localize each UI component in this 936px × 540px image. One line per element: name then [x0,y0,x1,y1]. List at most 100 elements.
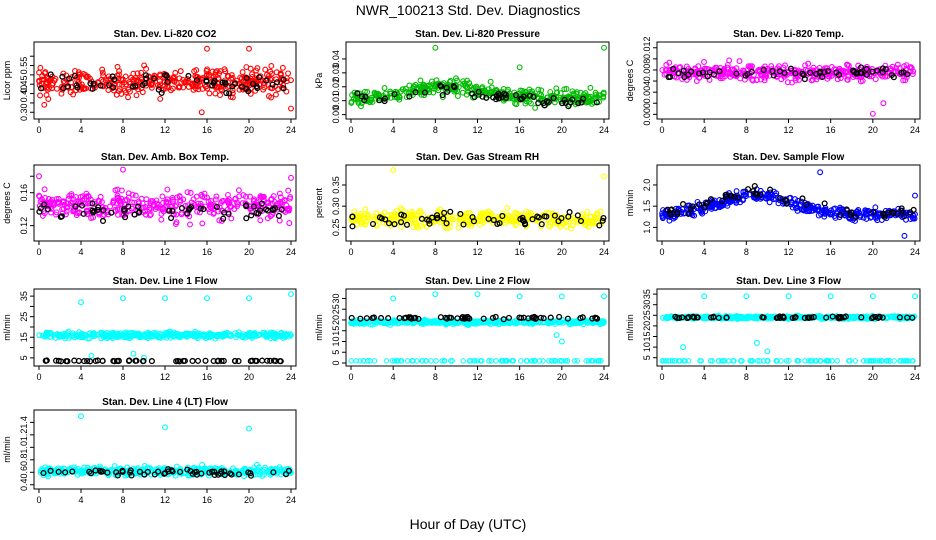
data-point [39,73,46,80]
data-point [659,67,666,73]
hourly-point [757,191,764,198]
hourly-point [354,90,361,97]
data-point [83,193,90,200]
data-point [477,210,484,217]
data-point [115,211,121,218]
hourly-point [155,86,162,93]
data-point [72,194,79,200]
data-point [460,78,467,85]
data-point [368,94,375,101]
hourly-point [459,314,466,321]
hourly-point [189,357,196,365]
x-tick-label: 8 [433,372,438,382]
hourly-point [239,83,246,90]
panel-title: Stan. Dev. Li-820 CO2 [114,29,217,40]
hourly-point [148,358,155,365]
data-point [260,77,267,84]
hourly-point [704,73,711,80]
data-point [225,198,232,205]
data-points [348,291,607,364]
hourly-point [250,203,258,210]
y-tick-label: 0 [331,360,341,365]
data-point [559,319,566,326]
data-point [767,194,774,201]
data-point [201,190,208,197]
panel-title: Stan. Dev. Line 1 Flow [113,276,218,287]
data-point [805,60,812,67]
x-tick-label: 16 [515,372,525,382]
data-point [45,85,52,92]
data-point [525,318,531,325]
hourly-point [125,357,132,365]
data-point [53,85,60,92]
data-point [80,70,87,77]
outlier-point [680,344,687,351]
data-point [51,199,58,206]
data-point [279,64,286,71]
data-point [105,73,112,80]
data-point [815,212,822,219]
hourly-point [447,208,454,215]
hourly-point [220,357,227,364]
data-point [107,203,114,210]
y-tick-label: 35 [19,291,29,301]
x-tick-label: 8 [744,125,749,135]
hourly-point [425,217,433,224]
data-point [717,71,724,78]
x-tick-label: 20 [868,125,878,135]
data-point [123,81,130,88]
data-point [493,358,499,364]
hourly-point [91,208,98,215]
hourly-point [837,211,844,219]
data-point [43,329,50,336]
x-tick-label: 4 [391,247,396,257]
data-point [868,214,875,220]
data-point [789,79,795,86]
x-tick-label: 20 [557,125,567,135]
x-tick-label: 16 [515,247,525,257]
data-point [225,196,232,203]
hourly-point [699,69,707,76]
data-point [748,66,754,73]
data-point [228,72,235,79]
data-point [257,217,264,224]
hourly-point [518,314,525,321]
hourly-point [94,357,101,364]
data-point [720,70,727,77]
y-tick-label: 20 [331,315,341,325]
y-tick-label: 0.012 [642,37,652,60]
hourly-point [670,65,677,73]
x-tick-label: 20 [557,372,567,382]
hourly-point [349,213,356,220]
data-point [141,331,148,338]
data-point [66,193,73,199]
hourly-point [75,357,82,364]
data-point [583,222,590,229]
x-tick-label: 24 [286,495,296,505]
data-point [206,90,213,97]
hourly-point [406,314,413,321]
hourly-point [120,206,128,213]
data-point [205,72,212,79]
data-point [136,331,143,337]
data-point [47,330,54,337]
data-point [809,76,816,83]
data-point [740,188,747,195]
data-point [269,200,276,207]
data-point [181,79,188,86]
data-point [423,358,429,364]
outlier-point [246,45,252,52]
data-point [257,77,264,84]
data-point [48,209,54,216]
data-point [433,317,440,324]
x-tick-label: 16 [202,495,212,505]
data-point [138,195,145,202]
data-point [910,212,917,219]
hourly-point [357,315,364,322]
data-point [110,197,117,204]
data-point [455,224,462,231]
data-point [204,194,211,201]
data-point [246,331,253,338]
data-point [239,69,246,76]
data-point [217,92,224,99]
